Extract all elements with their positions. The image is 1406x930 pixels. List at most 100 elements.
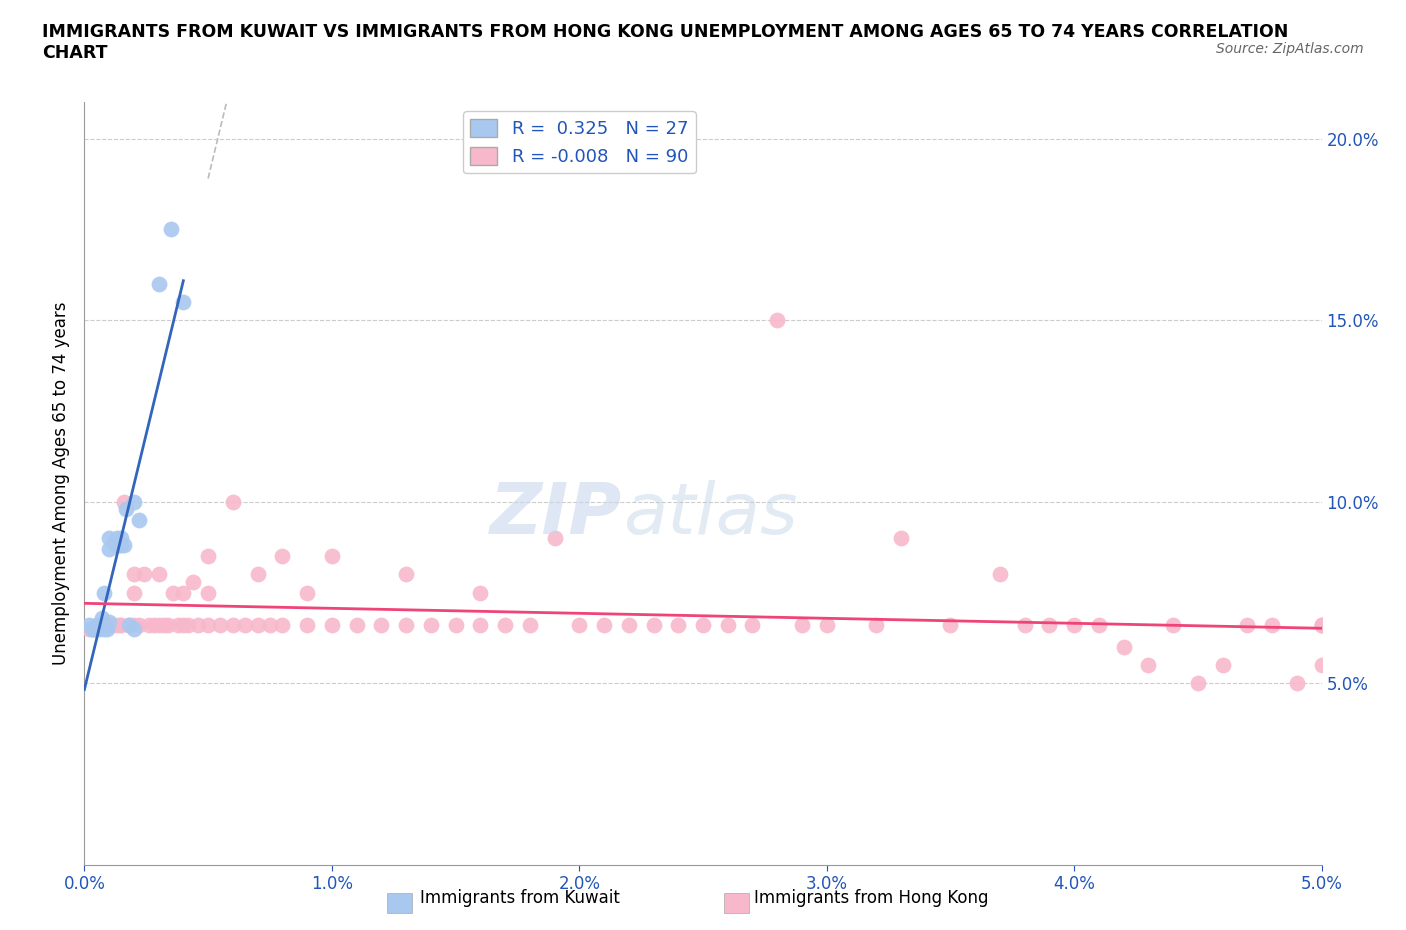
Point bbox=[1236, 618, 1258, 632]
Point bbox=[209, 618, 232, 632]
Point bbox=[259, 618, 281, 632]
Point bbox=[444, 618, 467, 632]
Point bbox=[197, 549, 219, 564]
Point bbox=[128, 618, 150, 632]
Point bbox=[321, 549, 343, 564]
Point bbox=[112, 538, 135, 552]
Point bbox=[93, 618, 115, 632]
Point bbox=[152, 618, 174, 632]
Point bbox=[346, 618, 368, 632]
Text: ZIP: ZIP bbox=[491, 480, 623, 549]
Point bbox=[160, 222, 183, 237]
Point bbox=[98, 614, 121, 629]
Point bbox=[122, 618, 145, 632]
Point bbox=[177, 618, 200, 632]
Point bbox=[1212, 658, 1234, 672]
Point bbox=[167, 618, 190, 632]
Point bbox=[90, 610, 112, 625]
Point bbox=[128, 512, 150, 527]
Point bbox=[86, 618, 108, 632]
Point bbox=[162, 585, 184, 600]
Point bbox=[172, 618, 194, 632]
Point bbox=[1310, 618, 1333, 632]
Point bbox=[1285, 676, 1308, 691]
Point bbox=[321, 618, 343, 632]
Point bbox=[83, 621, 105, 636]
Point bbox=[122, 495, 145, 510]
Point bbox=[717, 618, 740, 632]
Point bbox=[79, 621, 101, 636]
Point bbox=[103, 534, 125, 549]
Point bbox=[172, 585, 194, 600]
Point bbox=[246, 567, 269, 582]
Text: atlas: atlas bbox=[623, 480, 797, 549]
Point bbox=[246, 618, 269, 632]
Point bbox=[271, 618, 294, 632]
Point bbox=[295, 585, 318, 600]
Point bbox=[419, 618, 441, 632]
Point bbox=[1261, 618, 1284, 632]
Point bbox=[122, 567, 145, 582]
Point bbox=[122, 585, 145, 600]
Point bbox=[271, 549, 294, 564]
Point bbox=[132, 567, 155, 582]
Point bbox=[93, 585, 115, 600]
Point bbox=[105, 531, 128, 546]
Point bbox=[692, 618, 714, 632]
Point bbox=[494, 618, 516, 632]
Point bbox=[865, 618, 887, 632]
Point bbox=[157, 618, 180, 632]
Point bbox=[83, 621, 105, 636]
Y-axis label: Unemployment Among Ages 65 to 74 years: Unemployment Among Ages 65 to 74 years bbox=[52, 302, 70, 665]
Point bbox=[741, 618, 763, 632]
Point bbox=[988, 567, 1011, 582]
Point bbox=[568, 618, 591, 632]
Text: Source: ZipAtlas.com: Source: ZipAtlas.com bbox=[1216, 42, 1364, 56]
Point bbox=[105, 538, 128, 552]
Legend: R =  0.325   N = 27, R = -0.008   N = 90: R = 0.325 N = 27, R = -0.008 N = 90 bbox=[463, 112, 696, 174]
Point bbox=[1014, 618, 1036, 632]
Point bbox=[1310, 618, 1333, 632]
Text: IMMIGRANTS FROM KUWAIT VS IMMIGRANTS FROM HONG KONG UNEMPLOYMENT AMONG AGES 65 T: IMMIGRANTS FROM KUWAIT VS IMMIGRANTS FRO… bbox=[42, 23, 1288, 62]
Point bbox=[98, 618, 121, 632]
Point bbox=[1187, 676, 1209, 691]
Point bbox=[93, 621, 115, 636]
Point bbox=[148, 276, 170, 291]
Point bbox=[233, 618, 256, 632]
Point bbox=[112, 495, 135, 510]
Point bbox=[118, 618, 141, 632]
Point bbox=[395, 618, 418, 632]
Point bbox=[1310, 618, 1333, 632]
Point bbox=[103, 618, 125, 632]
Point bbox=[80, 621, 103, 636]
Point bbox=[1161, 618, 1184, 632]
Point bbox=[142, 618, 165, 632]
Point bbox=[1063, 618, 1085, 632]
Point bbox=[90, 618, 112, 632]
Point bbox=[118, 618, 141, 632]
Point bbox=[96, 621, 118, 636]
Point bbox=[1137, 658, 1160, 672]
Point bbox=[370, 618, 392, 632]
Point bbox=[470, 585, 492, 600]
Point bbox=[110, 618, 132, 632]
Point bbox=[295, 618, 318, 632]
Point bbox=[110, 538, 132, 552]
Point bbox=[187, 618, 209, 632]
Point bbox=[543, 531, 565, 546]
Point bbox=[519, 618, 541, 632]
Point bbox=[172, 295, 194, 310]
Point bbox=[1112, 640, 1135, 655]
Point bbox=[593, 618, 616, 632]
Point bbox=[138, 618, 160, 632]
Point bbox=[79, 618, 101, 632]
Point bbox=[222, 495, 245, 510]
Point bbox=[148, 567, 170, 582]
Point bbox=[666, 618, 689, 632]
Point bbox=[110, 531, 132, 546]
Point bbox=[86, 618, 108, 632]
Point bbox=[766, 312, 789, 327]
Point bbox=[1310, 658, 1333, 672]
Point bbox=[98, 531, 121, 546]
Point bbox=[939, 618, 962, 632]
